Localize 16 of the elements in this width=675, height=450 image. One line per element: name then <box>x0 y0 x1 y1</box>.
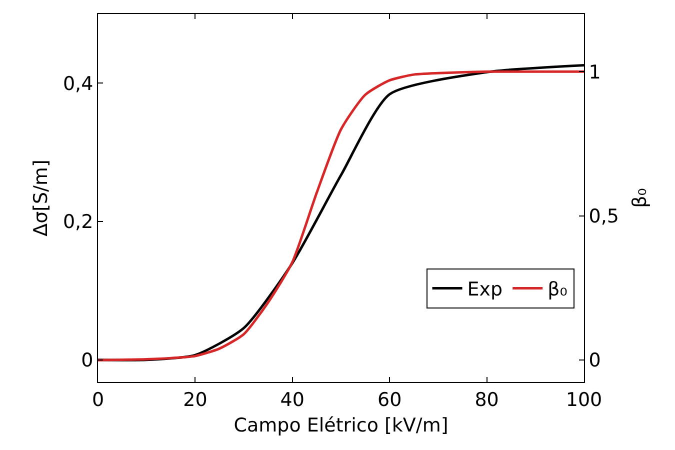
y-tick-label: 0,4 <box>62 72 94 95</box>
y2-tick-label: 0,5 <box>588 206 620 228</box>
legend-label: β₀ <box>548 278 568 301</box>
y2-tick-label: 1 <box>588 61 601 84</box>
y-axis-title: Δσ[S/m] <box>30 160 52 236</box>
y-tick-label: 0,2 <box>62 211 94 234</box>
x-tick-label: 60 <box>378 388 402 411</box>
y2-axis-title: β₀ <box>628 188 651 208</box>
y2-tick-label: 0 <box>588 350 601 372</box>
x-axis-title: Campo Elétrico [kV/m] <box>234 414 448 437</box>
x-tick-label: 80 <box>474 388 499 411</box>
legend-label: Exp <box>467 278 503 301</box>
y-tick-label: 0 <box>81 350 94 372</box>
x-tick-label: 40 <box>280 388 304 411</box>
x-tick-label: 20 <box>183 388 208 411</box>
x-tick-label: 100 <box>566 388 602 411</box>
